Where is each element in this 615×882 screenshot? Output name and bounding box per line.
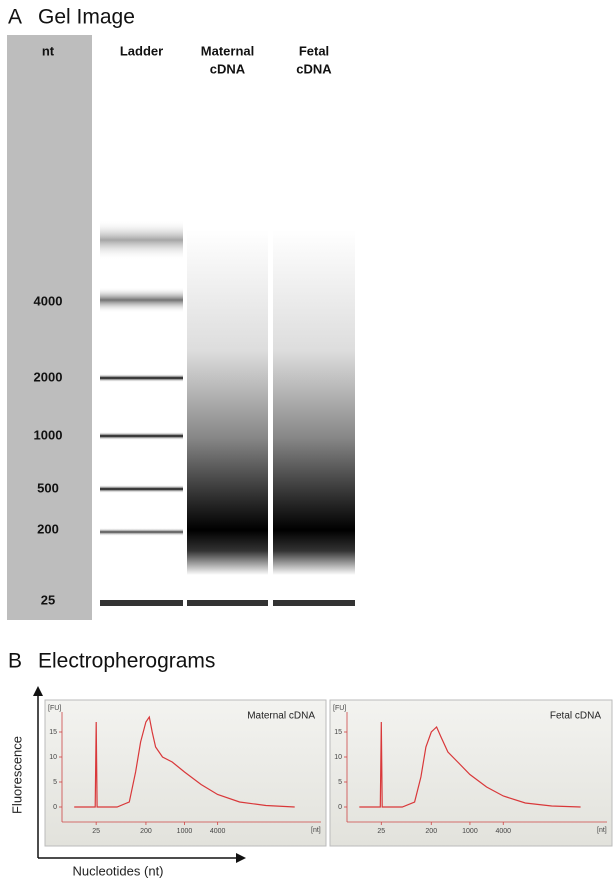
panel-title: Gel Image [38,6,135,29]
ladder-band [100,287,183,313]
x-tick-label: 25 [92,828,100,835]
x-tick-label: 4000 [495,828,511,835]
lane-header: Fetal [299,43,329,58]
x-tick-label: 4000 [210,828,226,835]
lane-band [187,600,268,606]
x-tick-label: 200 [425,828,437,835]
size-label: 200 [37,521,59,536]
lane-header: cDNA [296,61,332,76]
y-tick-label: 10 [49,754,57,761]
x-tick-label: 25 [377,828,385,835]
y-unit: [FU] [333,705,346,712]
y-tick-label: 5 [338,779,342,786]
size-label: 25 [41,592,55,607]
lane-header: cDNA [210,61,246,76]
y-tick-label: 0 [53,804,57,811]
lane-header: Ladder [120,43,163,58]
chart-title: Maternal cDNA [247,711,315,722]
x-axis-label: Nucleotides (nt) [72,863,163,878]
size-label: 4000 [34,293,63,308]
size-label: 2000 [34,369,63,384]
size-header: nt [42,43,55,58]
x-unit: [nt] [311,827,321,834]
size-label: 1000 [34,427,63,442]
lane-header: Maternal [201,43,254,58]
x-unit: [nt] [597,827,607,834]
ladder-band [100,432,183,440]
panel-title: Electropherograms [38,650,215,673]
lane-smear [187,230,268,575]
arrow-head [33,686,43,696]
ladder-band [100,374,183,382]
y-tick-label: 0 [338,804,342,811]
x-tick-label: 200 [140,828,152,835]
ladder-band [100,220,183,260]
lane-smear [273,230,355,575]
ladder-band [100,485,183,493]
panel-letter: B [8,650,22,673]
x-tick-label: 1000 [462,828,478,835]
x-tick-label: 1000 [177,828,193,835]
y-unit: [FU] [48,705,61,712]
y-tick-label: 5 [53,779,57,786]
y-axis-label: Fluorescence [9,736,24,814]
arrow-head [236,853,246,863]
plot-background [330,700,612,846]
y-tick-label: 10 [334,754,342,761]
size-label: 500 [37,480,59,495]
ladder-band [100,528,183,536]
chart-title: Fetal cDNA [550,711,601,722]
y-tick-label: 15 [49,729,57,736]
y-tick-label: 15 [334,729,342,736]
lane-band [273,600,355,606]
panel-letter: A [8,6,22,29]
figure: A Gel Image nt B Electropherograms Fluor… [0,0,615,882]
lane-band [100,600,183,606]
